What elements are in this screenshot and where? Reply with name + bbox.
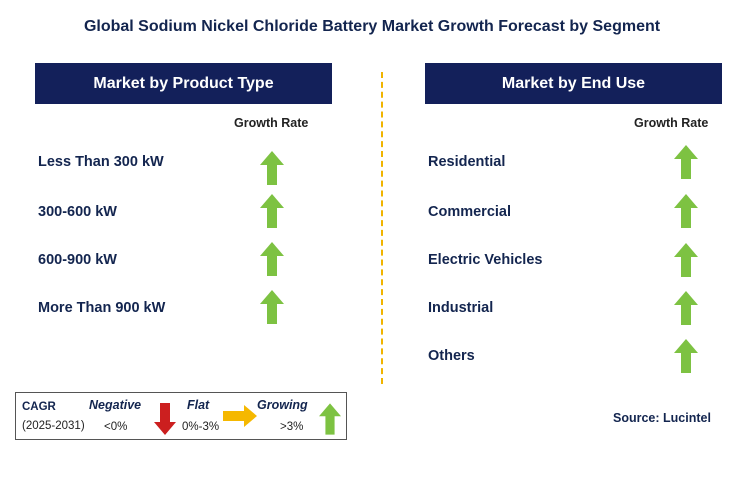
end-use-item: Electric Vehicles bbox=[428, 252, 543, 268]
product-type-item: 300-600 kW bbox=[38, 204, 117, 220]
right-arrow-icon bbox=[223, 405, 257, 427]
up-arrow-icon bbox=[260, 194, 284, 228]
end-use-item: Residential bbox=[428, 154, 506, 170]
up-arrow-icon bbox=[674, 243, 698, 277]
end-use-header: Market by End Use bbox=[425, 63, 722, 104]
end-use-growth-label: Growth Rate bbox=[634, 116, 709, 130]
product-type-header: Market by Product Type bbox=[35, 63, 332, 104]
source-credit: Source: Lucintel bbox=[613, 411, 711, 425]
legend-negative-label: Negative bbox=[89, 398, 142, 412]
end-use-item: Commercial bbox=[428, 204, 512, 220]
up-arrow-icon bbox=[260, 151, 284, 185]
up-arrow-icon bbox=[260, 242, 284, 276]
up-arrow-icon bbox=[674, 339, 698, 373]
legend-growing-value: >3% bbox=[280, 421, 304, 433]
legend-flat-label: Flat bbox=[187, 398, 210, 412]
cagr-legend: CAGR (2025-2031) Negative <0% Flat 0%-3%… bbox=[15, 392, 347, 440]
product-type-item: Less Than 300 kW bbox=[38, 154, 164, 170]
legend-growing-label: Growing bbox=[257, 398, 308, 412]
down-arrow-icon bbox=[154, 403, 176, 435]
up-arrow-icon bbox=[674, 291, 698, 325]
product-type-growth-label: Growth Rate bbox=[234, 116, 309, 130]
up-arrow-icon bbox=[674, 194, 698, 228]
product-type-item: 600-900 kW bbox=[38, 252, 117, 268]
legend-cagr-label: CAGR bbox=[22, 401, 56, 413]
page-title: Global Sodium Nickel Chloride Battery Ma… bbox=[83, 18, 661, 35]
end-use-item: Others bbox=[428, 348, 475, 364]
end-use-item: Industrial bbox=[428, 300, 494, 316]
up-arrow-icon bbox=[674, 145, 698, 179]
panel-divider bbox=[381, 72, 383, 384]
legend-period: (2025-2031) bbox=[22, 420, 85, 432]
legend-negative-value: <0% bbox=[104, 421, 128, 433]
up-arrow-icon bbox=[260, 290, 284, 324]
legend-flat-value: 0%-3% bbox=[182, 421, 220, 433]
product-type-item: More Than 900 kW bbox=[38, 300, 166, 316]
up-arrow-icon bbox=[319, 403, 341, 435]
